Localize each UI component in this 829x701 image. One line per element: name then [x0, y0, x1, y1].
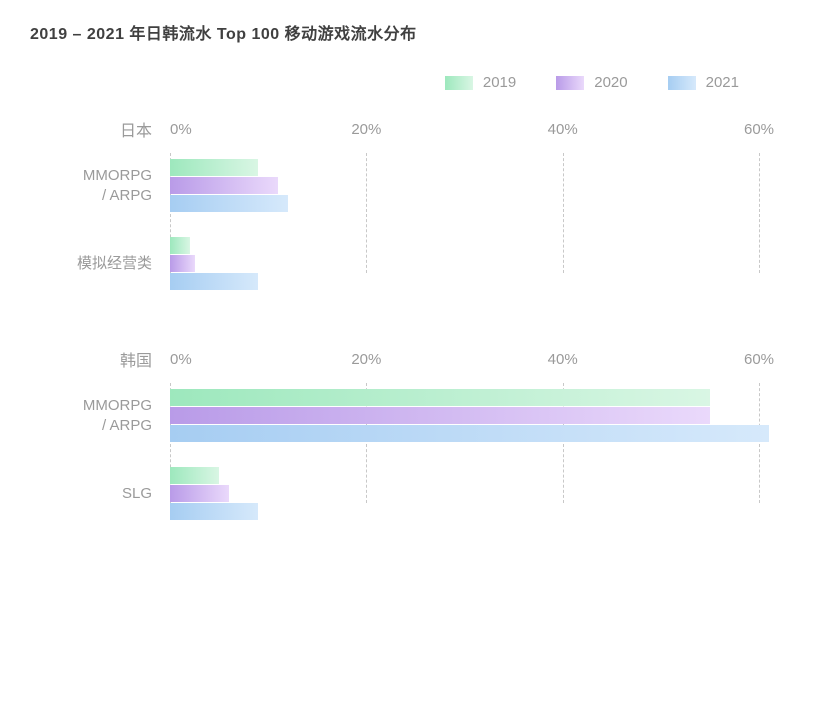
- bar-2020: [170, 485, 229, 502]
- category-label: MMORPG / ARPG: [30, 166, 170, 207]
- legend: 2019 2020 2021: [30, 74, 799, 91]
- legend-swatch-2019: [445, 76, 473, 90]
- legend-label: 2021: [706, 74, 739, 91]
- bar-group: 模拟经营类: [30, 237, 799, 291]
- bar-2021: [170, 503, 258, 520]
- axis-tick: 0%: [170, 121, 192, 138]
- axis-tick: 20%: [351, 351, 381, 368]
- bar-group: MMORPG / ARPG: [30, 389, 799, 443]
- panel-name: 日本: [30, 121, 170, 143]
- legend-swatch-2020: [556, 76, 584, 90]
- chart-title: 2019 – 2021 年日韩流水 Top 100 移动游戏流水分布: [30, 20, 799, 44]
- bar-2020: [170, 407, 710, 424]
- axis-tick: 0%: [170, 351, 192, 368]
- axis-tick: 40%: [548, 351, 578, 368]
- x-axis: 0%20%40%60%: [170, 351, 759, 371]
- bar-2020: [170, 177, 278, 194]
- x-axis: 0%20%40%60%: [170, 121, 759, 141]
- bar-2020: [170, 255, 195, 272]
- category-label: MMORPG / ARPG: [30, 396, 170, 437]
- legend-item-2019: 2019: [445, 74, 516, 91]
- category-label: SLG: [30, 484, 170, 504]
- bar-group: SLG: [30, 467, 799, 521]
- bar-group: MMORPG / ARPG: [30, 159, 799, 213]
- axis-tick: 20%: [351, 121, 381, 138]
- bar-2019: [170, 389, 710, 406]
- legend-item-2021: 2021: [668, 74, 739, 91]
- panel-韩国: 韩国0% 20% 40% 60% MMORPG / ARPG SLG: [30, 351, 799, 521]
- bar-2021: [170, 195, 288, 212]
- legend-swatch-2021: [668, 76, 696, 90]
- panel-日本: 日本0% 20% 40% 60% MMORPG / ARPG 模拟经营类: [30, 121, 799, 291]
- bar-2021: [170, 273, 258, 290]
- bar-2019: [170, 237, 190, 254]
- axis-tick: 40%: [548, 121, 578, 138]
- bar-2021: [170, 425, 769, 442]
- axis-tick: 60%: [744, 121, 774, 138]
- category-label: 模拟经营类: [30, 254, 170, 274]
- legend-label: 2020: [594, 74, 627, 91]
- legend-label: 2019: [483, 74, 516, 91]
- bar-2019: [170, 159, 258, 176]
- legend-item-2020: 2020: [556, 74, 627, 91]
- panel-name: 韩国: [30, 351, 170, 373]
- bar-2019: [170, 467, 219, 484]
- axis-tick: 60%: [744, 351, 774, 368]
